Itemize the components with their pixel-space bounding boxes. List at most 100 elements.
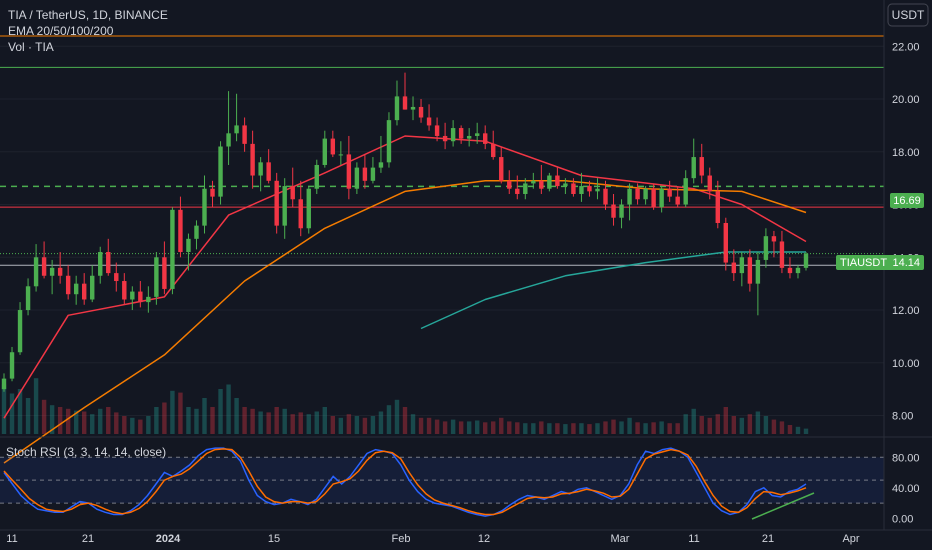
candle-body[interactable] (266, 162, 271, 181)
candle-body[interactable] (418, 106, 424, 118)
volume-indicator-label[interactable]: Vol · TIA (8, 40, 54, 54)
stoch-k-line[interactable] (3, 447, 807, 517)
candle-body[interactable] (426, 117, 432, 126)
candle-body[interactable] (507, 180, 512, 189)
candle-body[interactable] (723, 223, 729, 263)
candle-body[interactable] (675, 196, 680, 205)
candle-body[interactable] (699, 157, 704, 176)
candle-body[interactable] (170, 209, 175, 289)
candle-body[interactable] (41, 257, 47, 276)
candle-body[interactable] (274, 180, 279, 226)
candle-body[interactable] (619, 204, 624, 218)
divergence-trendline[interactable] (751, 492, 815, 520)
candle-body[interactable] (258, 162, 263, 176)
candle-body[interactable] (563, 183, 568, 187)
candle-body[interactable] (611, 204, 616, 218)
candle-body[interactable] (739, 257, 745, 274)
candle-body[interactable] (81, 283, 87, 300)
candle-body[interactable] (370, 167, 376, 181)
candle-body[interactable] (803, 253, 809, 268)
candle-body[interactable] (386, 120, 392, 163)
candle-body[interactable] (178, 209, 183, 253)
candle-body[interactable] (547, 175, 552, 189)
candle-body[interactable] (747, 257, 753, 284)
candle-body[interactable] (354, 167, 360, 189)
candle-body[interactable] (635, 188, 640, 200)
candle-body[interactable] (202, 188, 207, 226)
candle-body[interactable] (523, 183, 528, 194)
candle-body[interactable] (106, 252, 111, 274)
candle-body[interactable] (17, 310, 23, 353)
candle-body[interactable] (795, 267, 801, 274)
candle-body[interactable] (290, 186, 295, 200)
candle-body[interactable] (362, 167, 368, 181)
candle-body[interactable] (65, 275, 71, 295)
candle-body[interactable] (33, 257, 39, 287)
candle-body[interactable] (234, 125, 239, 134)
candle-body[interactable] (410, 106, 416, 110)
candle-body[interactable] (306, 188, 311, 229)
candle-body[interactable] (779, 241, 785, 268)
candle-body[interactable] (667, 188, 672, 197)
candle-body[interactable] (627, 188, 632, 205)
stoch-rsi-panel[interactable] (0, 436, 932, 520)
candle-body[interactable] (659, 188, 664, 208)
candle-body[interactable] (458, 128, 464, 139)
candle-body[interactable] (1, 378, 7, 390)
candle-body[interactable] (194, 225, 199, 239)
candle-body[interactable] (218, 146, 223, 197)
candle-body[interactable] (114, 273, 119, 282)
candle-body[interactable] (474, 133, 480, 136)
candle-body[interactable] (450, 128, 456, 142)
candle-body[interactable] (394, 96, 400, 121)
candle-body[interactable] (555, 175, 560, 187)
candle-body[interactable] (162, 257, 167, 289)
candle-body[interactable] (707, 175, 712, 192)
candle-body[interactable] (683, 178, 688, 205)
candle-body[interactable] (595, 188, 600, 192)
candle-body[interactable] (515, 188, 520, 194)
candle-body[interactable] (9, 352, 15, 379)
candle-body[interactable] (603, 188, 608, 205)
candle-body[interactable] (579, 186, 584, 194)
stoch-d-line[interactable] (3, 448, 807, 516)
candle-body[interactable] (491, 143, 496, 158)
candle-body[interactable] (434, 125, 440, 136)
candle-body[interactable] (378, 162, 384, 168)
candle-body[interactable] (322, 138, 328, 165)
candle-body[interactable] (499, 157, 504, 181)
candle-body[interactable] (186, 238, 191, 253)
candle-body[interactable] (130, 291, 135, 300)
candle-body[interactable] (138, 291, 143, 303)
candle-body[interactable] (442, 135, 448, 142)
candle-body[interactable] (98, 252, 103, 276)
candle-body[interactable] (787, 267, 793, 274)
candle-body[interactable] (651, 188, 656, 208)
candle-body[interactable] (346, 154, 352, 189)
candle-body[interactable] (210, 188, 215, 197)
ema200-line[interactable] (420, 251, 806, 330)
candle-body[interactable] (242, 125, 247, 144)
candle-body[interactable] (587, 186, 592, 192)
candle-body[interactable] (314, 164, 319, 189)
candle-body[interactable] (282, 186, 287, 226)
currency-button[interactable]: USDT (887, 3, 929, 27)
candle-body[interactable] (643, 188, 648, 200)
candle-body[interactable] (154, 257, 159, 297)
candle-body[interactable] (763, 236, 769, 260)
candlesticks[interactable] (1, 72, 809, 392)
candle-body[interactable] (90, 275, 95, 300)
candle-body[interactable] (402, 96, 408, 110)
candle-body[interactable] (771, 236, 777, 242)
candle-body[interactable] (531, 180, 536, 184)
candle-body[interactable] (691, 157, 696, 179)
stoch-rsi-title[interactable]: Stoch RSI (3, 3, 14, 14, close) (6, 445, 166, 459)
candle-body[interactable] (298, 199, 303, 229)
symbol-title[interactable]: TIA / TetherUS, 1D, BINANCE (8, 8, 168, 22)
candle-body[interactable] (73, 283, 79, 295)
candle-body[interactable] (338, 154, 344, 156)
candle-body[interactable] (466, 135, 472, 139)
ema-indicator-label[interactable]: EMA 20/50/100/200 (8, 24, 114, 38)
candle-body[interactable] (226, 133, 231, 147)
